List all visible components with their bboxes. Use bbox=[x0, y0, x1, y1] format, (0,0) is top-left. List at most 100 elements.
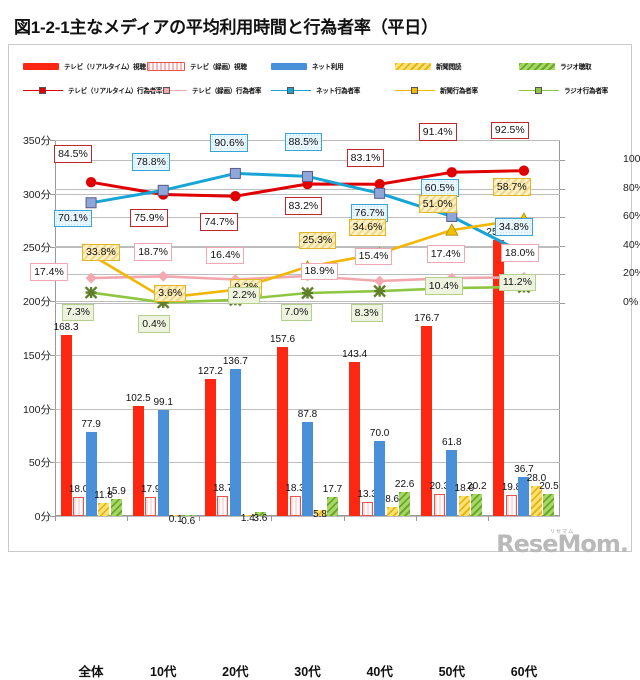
bar-radio bbox=[471, 494, 483, 516]
tick bbox=[560, 274, 565, 276]
bar-newspaper bbox=[458, 496, 470, 516]
legend-item-bar-4: ラジオ聴取 bbox=[505, 56, 629, 76]
bar-value-label: 11.8 bbox=[94, 490, 113, 502]
gridline bbox=[55, 217, 560, 219]
bar-value-label: 20.5 bbox=[539, 480, 559, 492]
y-axis-left-label: 350分 bbox=[22, 135, 51, 147]
bar-value-label: 176.7 bbox=[414, 313, 440, 325]
bar-net bbox=[85, 432, 97, 516]
value-callout-recorded-rate: 18.7% bbox=[134, 243, 172, 261]
value-callout-newspaper-rate: 3.6% bbox=[154, 284, 187, 303]
tick bbox=[50, 247, 55, 249]
bar-value-label: 8.6 bbox=[385, 493, 400, 505]
y-axis-left-label: 0分 bbox=[34, 511, 51, 523]
bar-value-label: 22.6 bbox=[394, 478, 415, 490]
value-callout-net-rate: 90.6% bbox=[210, 134, 249, 152]
tick bbox=[199, 516, 201, 521]
x-axis-label: 20代 bbox=[222, 665, 249, 679]
bar-value-label: 18.3 bbox=[285, 483, 305, 495]
line-marker-blue bbox=[271, 86, 311, 95]
value-callout-newspaper-rate: 58.7% bbox=[492, 178, 531, 196]
y-axis-right-label: 60% bbox=[623, 210, 640, 223]
marker-tv-rate bbox=[446, 167, 457, 178]
watermark-main: ReseMom. bbox=[496, 530, 629, 558]
watermark-sub: リセマム bbox=[550, 529, 575, 535]
bar-value-label: 18.6 bbox=[454, 483, 475, 495]
line-marker-pink bbox=[147, 86, 187, 95]
bar-radio bbox=[399, 491, 411, 516]
legend-item-bar-2: ネット利用 bbox=[257, 56, 381, 76]
gridline bbox=[55, 193, 560, 195]
tick bbox=[560, 217, 565, 219]
bar-newspaper bbox=[386, 506, 398, 516]
value-callout-net-rate: 60.5% bbox=[420, 179, 459, 197]
bar-value-label: 157.6 bbox=[269, 333, 296, 345]
bar-radio bbox=[110, 498, 122, 516]
bar-value-label: 0.1 bbox=[168, 514, 183, 526]
value-callout-tv-rate: 74.7% bbox=[200, 213, 239, 231]
y-axis-right-label: 40% bbox=[623, 238, 640, 251]
tick bbox=[50, 193, 55, 195]
marker-net-rate bbox=[229, 167, 241, 179]
gridline bbox=[55, 354, 560, 356]
y-axis-left-label: 250分 bbox=[22, 242, 51, 255]
value-callout-recorded-rate: 18.0% bbox=[500, 244, 539, 262]
bar-tv bbox=[493, 239, 505, 516]
legend-label: テレビ（録画）行為者率 bbox=[192, 88, 262, 95]
legend-label: ネット行為者率 bbox=[316, 88, 361, 95]
chart-figure: 図1-2-1主なメディアの平均利用時間と行為者率（平日） テレビ（リアルタイム）… bbox=[8, 18, 640, 679]
bar-value-label: 18.7 bbox=[213, 482, 233, 494]
tick bbox=[560, 303, 565, 304]
watermark: リセマム ReseMom. bbox=[496, 528, 629, 558]
value-callout-newspaper-rate: 25.3% bbox=[298, 231, 337, 250]
value-callout-tv-rate: 84.5% bbox=[54, 145, 92, 163]
value-callout-radio-rate: 7.0% bbox=[280, 303, 313, 322]
bar-value-label: 77.9 bbox=[81, 419, 101, 431]
legend-label: ネット利用 bbox=[312, 64, 344, 71]
gridline bbox=[55, 160, 560, 161]
marker-net-rate bbox=[302, 170, 313, 182]
bar-value-label: 36.7 bbox=[514, 463, 534, 475]
y-axis-left-label: 150分 bbox=[22, 349, 51, 362]
bar-value-label: 20.3 bbox=[429, 481, 450, 493]
marker-radio-rate bbox=[301, 286, 314, 300]
bar-newspaper bbox=[242, 514, 254, 516]
bar-value-label: 1.4 bbox=[240, 513, 255, 525]
tick bbox=[50, 354, 55, 356]
tick bbox=[50, 408, 55, 410]
value-callout-tv-rate: 91.4% bbox=[418, 123, 457, 141]
legend-row-bars: テレビ（リアルタイム）視聴 テレビ（録画）視聴 ネット利用 新聞閲読 ラジオ聴取 bbox=[9, 56, 631, 76]
bar-value-label: 87.8 bbox=[297, 408, 318, 420]
bar-net bbox=[229, 369, 241, 516]
bar-value-label: 127.2 bbox=[197, 366, 223, 378]
bar-net bbox=[374, 440, 386, 516]
marker-net-rate bbox=[157, 184, 169, 196]
bar-newspaper bbox=[170, 515, 182, 516]
tick bbox=[50, 516, 55, 517]
y-axis-right-label: 0% bbox=[623, 296, 639, 308]
legend-label: 新聞行為者率 bbox=[440, 88, 478, 95]
y-axis-left-label: 200分 bbox=[22, 296, 51, 309]
gridline bbox=[55, 516, 560, 517]
bar-swatch-pink-hatch bbox=[147, 61, 185, 71]
value-callout-recorded-rate: 17.4% bbox=[30, 263, 68, 281]
marker-tv-rate bbox=[230, 190, 241, 202]
marker-net-rate bbox=[374, 187, 386, 199]
bar-newspaper bbox=[98, 503, 110, 516]
bar-value-label: 3.6 bbox=[253, 513, 268, 525]
legend-item-line-4: ラジオ行為者率 bbox=[505, 80, 629, 100]
y-axis-right-label: 80% bbox=[623, 181, 640, 194]
chart-legend: テレビ（リアルタイム）視聴 テレビ（録画）視聴 ネット利用 新聞閲読 ラジオ聴取 テレビ… bbox=[9, 46, 631, 102]
legend-item-line-0: テレビ（リアルタイム）行為者率 bbox=[9, 80, 163, 100]
value-callout-net-rate: 70.1% bbox=[54, 209, 92, 228]
tick bbox=[560, 245, 565, 247]
tick bbox=[50, 462, 55, 464]
bar-recorded bbox=[505, 494, 517, 516]
bar-value-label: 102.5 bbox=[125, 392, 151, 404]
gridline bbox=[55, 303, 560, 304]
value-callout-newspaper-rate: 51.0% bbox=[418, 195, 457, 213]
bar-tv bbox=[349, 361, 361, 516]
line-marker-yellow bbox=[395, 86, 435, 95]
marker-radio-rate bbox=[84, 286, 98, 299]
bar-swatch-yellow-hatch bbox=[395, 62, 431, 70]
